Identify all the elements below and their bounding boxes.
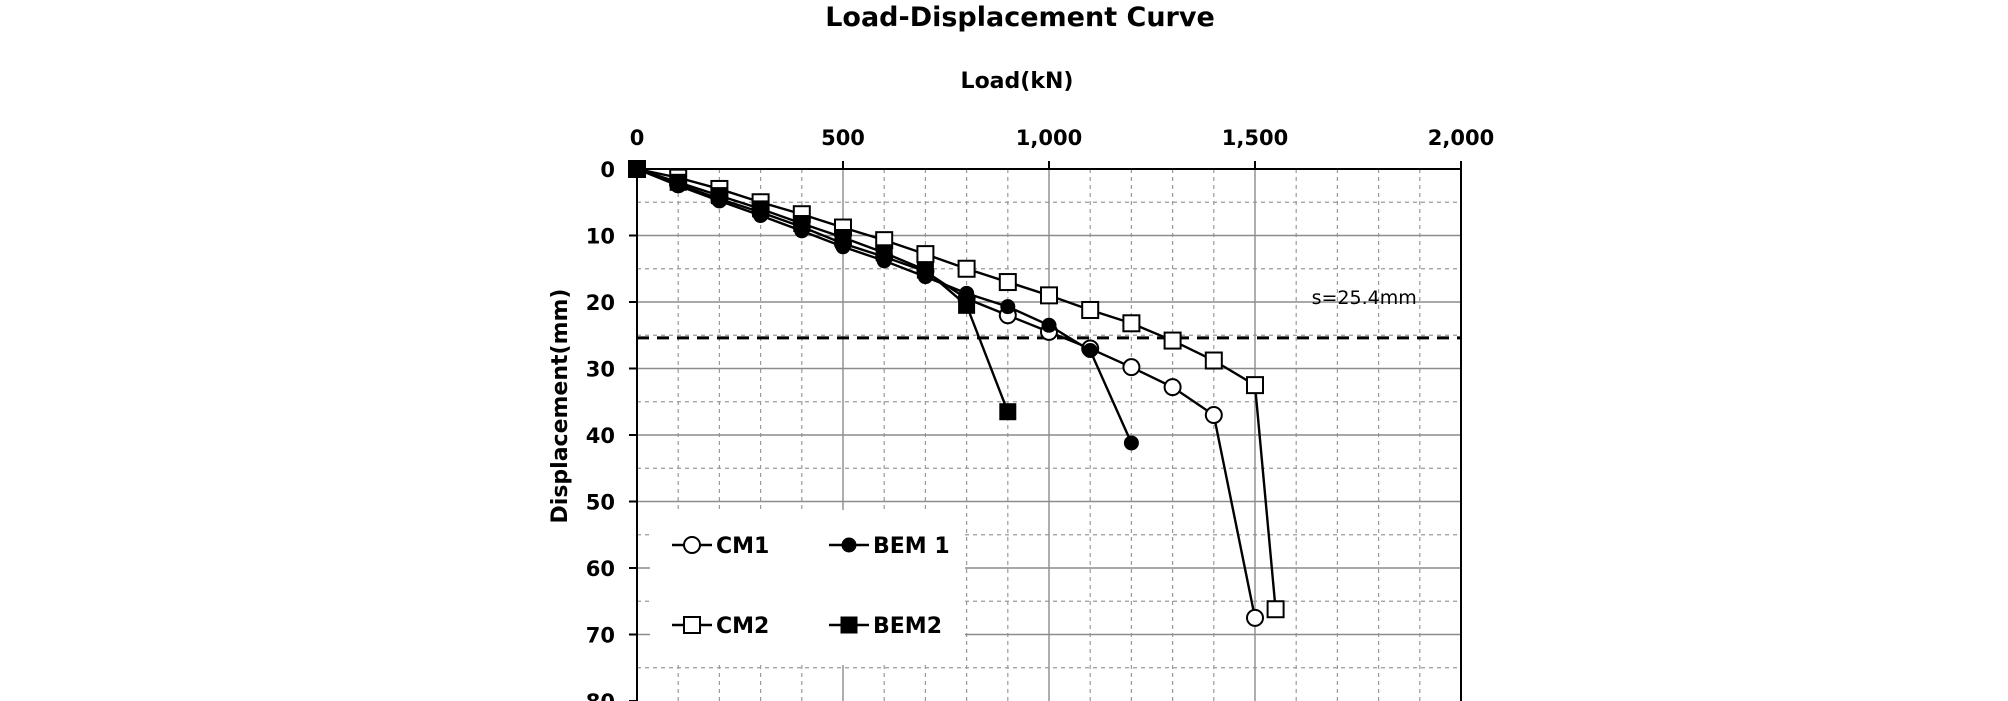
data-point-bem2 xyxy=(628,160,646,178)
x-tick-label: 500 xyxy=(821,126,865,150)
legend-label-cm1: CM1 xyxy=(716,534,769,559)
data-point-cm1 xyxy=(1246,608,1264,627)
legend-item-bem2: BEM2 xyxy=(829,614,942,639)
data-point-cm2 xyxy=(998,273,1017,292)
data-point-cm1 xyxy=(1204,406,1223,425)
y-axis-label: Displacement(mm) xyxy=(548,289,573,524)
y-tick-label: 70 xyxy=(586,624,615,648)
y-tick-label: 20 xyxy=(586,291,615,315)
reference-line-label: s=25.4mm xyxy=(1312,287,1417,309)
data-point-cm2 xyxy=(1266,600,1285,619)
data-point-bem2 xyxy=(999,403,1017,421)
data-point-bem2 xyxy=(752,200,770,218)
data-point-cm2 xyxy=(1246,376,1264,395)
legend-marker-bem1 xyxy=(841,537,857,553)
y-tick-label: 80 xyxy=(586,690,615,701)
series-line-bem2 xyxy=(636,167,1009,413)
data-point-bem2 xyxy=(793,215,811,233)
y-tick-label: 40 xyxy=(586,424,615,448)
data-point-bem1 xyxy=(1041,317,1057,333)
data-point-cm2 xyxy=(957,259,976,278)
data-point-bem2 xyxy=(834,228,852,246)
x-tick-label: 0 xyxy=(630,126,645,150)
x-tick-label: 1,500 xyxy=(1222,126,1288,150)
data-point-cm2 xyxy=(1204,351,1223,370)
series-group xyxy=(628,160,1285,627)
legend-item-cm1: CM1 xyxy=(672,534,769,559)
legend-label-bem1: BEM 1 xyxy=(873,534,950,559)
data-point-bem1 xyxy=(1082,343,1098,359)
legend-background xyxy=(650,510,965,665)
legend-label-cm2: CM2 xyxy=(716,614,769,639)
data-point-cm2 xyxy=(1081,300,1100,319)
legend: CM1 BEM 1 CM2 BEM2 xyxy=(650,510,965,665)
data-point-bem1 xyxy=(1000,299,1016,315)
data-point-bem2 xyxy=(710,187,728,205)
legend-label-bem2: BEM2 xyxy=(873,614,942,639)
data-point-cm1 xyxy=(1163,378,1182,397)
data-point-bem1 xyxy=(1123,435,1139,451)
data-point-bem2 xyxy=(669,173,687,191)
y-tick-label: 0 xyxy=(600,158,615,182)
axes: 0 500 1,000 1,500 2,000 0 10 20 30 40 50 60 70 80 xyxy=(586,126,1494,701)
legend-item-bem1: BEM 1 xyxy=(829,534,950,559)
legend-marker-bem2 xyxy=(840,616,858,634)
data-point-bem2 xyxy=(958,296,976,314)
data-point-bem2 xyxy=(875,244,893,262)
legend-item-cm2: CM2 xyxy=(672,614,769,639)
y-tick-label: 60 xyxy=(586,557,615,581)
y-tick-label: 50 xyxy=(586,491,615,515)
series-bem2 xyxy=(628,160,1017,421)
x-tick-label: 1,000 xyxy=(1016,126,1082,150)
legend-marker-cm1 xyxy=(683,536,701,554)
x-axis-label: Load(kN) xyxy=(961,69,1074,94)
data-point-cm2 xyxy=(1163,331,1182,350)
chart-title: Load-Displacement Curve xyxy=(825,2,1215,33)
data-point-cm2 xyxy=(916,245,935,264)
data-point-cm2 xyxy=(1040,286,1058,305)
data-point-cm2 xyxy=(1122,314,1141,333)
data-point-cm1 xyxy=(1122,358,1141,377)
y-tick-label: 10 xyxy=(586,225,615,249)
y-tick-label: 30 xyxy=(586,358,615,382)
legend-marker-cm2 xyxy=(683,616,701,634)
data-point-bem2 xyxy=(916,261,934,279)
x-tick-label: 2,000 xyxy=(1428,126,1494,150)
